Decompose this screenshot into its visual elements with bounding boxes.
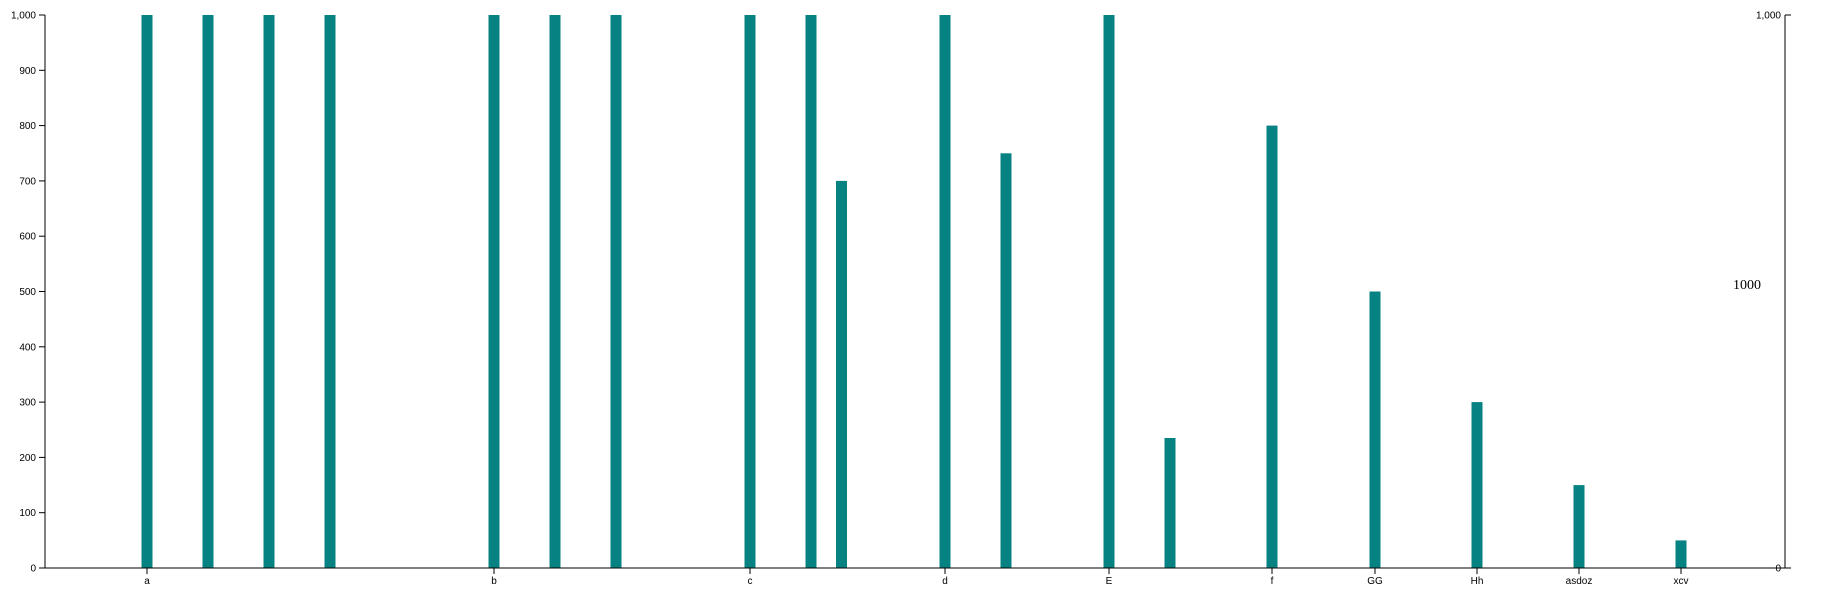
bar-a-4 (263, 15, 275, 568)
bar-c-2 (805, 15, 817, 568)
left-tick-label: 200 (19, 453, 36, 464)
bar-a-0 (141, 15, 153, 568)
x-tick-label: xcv (1674, 576, 1689, 587)
bar-b-0 (488, 15, 500, 568)
left-tick-label: 800 (19, 121, 36, 132)
bar-f-0 (1266, 125, 1278, 568)
x-tick-label: Hh (1471, 576, 1484, 587)
x-tick-label: b (491, 576, 497, 587)
bar-E-2 (1164, 438, 1176, 568)
left-tick-label: 700 (19, 176, 36, 187)
bar-d-2 (1000, 153, 1012, 569)
x-tick-label: GG (1367, 576, 1383, 587)
left-tick-label: 900 (19, 66, 36, 77)
bar-a-2 (202, 15, 214, 568)
bar-a-6 (324, 15, 336, 568)
bar-b-2 (549, 15, 561, 568)
left-tick-label: 100 (19, 508, 36, 519)
x-tick-label: E (1106, 576, 1113, 587)
left-tick-label: 0 (30, 564, 36, 575)
x-tick-label: c (748, 576, 753, 587)
bar-xcv-0 (1675, 540, 1687, 568)
bar-Hh-0 (1471, 402, 1483, 568)
x-tick-label: asdoz (1566, 576, 1593, 587)
left-tick-label: 300 (19, 398, 36, 409)
left-y-axis: 0 100 200 300 400 500 600 700 800 900 1,000 (11, 11, 46, 575)
left-tick-label: 600 (19, 232, 36, 243)
bar-b-4 (610, 15, 622, 568)
x-tick-label: a (144, 576, 150, 587)
left-tick-label: 500 (19, 287, 36, 298)
bar-asdoz-0 (1573, 485, 1585, 568)
left-tick-label: 1,000 (11, 11, 36, 22)
bar-c-0 (744, 15, 756, 568)
right-y-axis: 0 1,000 (1756, 11, 1791, 575)
bar-series (141, 15, 1687, 569)
center-label: 1000 (1733, 278, 1761, 293)
right-tick-label: 1,000 (1756, 11, 1781, 22)
bar-c-3 (836, 180, 847, 568)
left-tick-label: 400 (19, 342, 36, 353)
x-tick-label: d (942, 576, 948, 587)
bar-E-0 (1103, 15, 1115, 568)
x-tick-label: f (1271, 576, 1274, 587)
right-tick-label: 0 (1775, 564, 1781, 575)
bar-d-0 (939, 15, 951, 568)
bar-GG-0 (1369, 291, 1381, 568)
